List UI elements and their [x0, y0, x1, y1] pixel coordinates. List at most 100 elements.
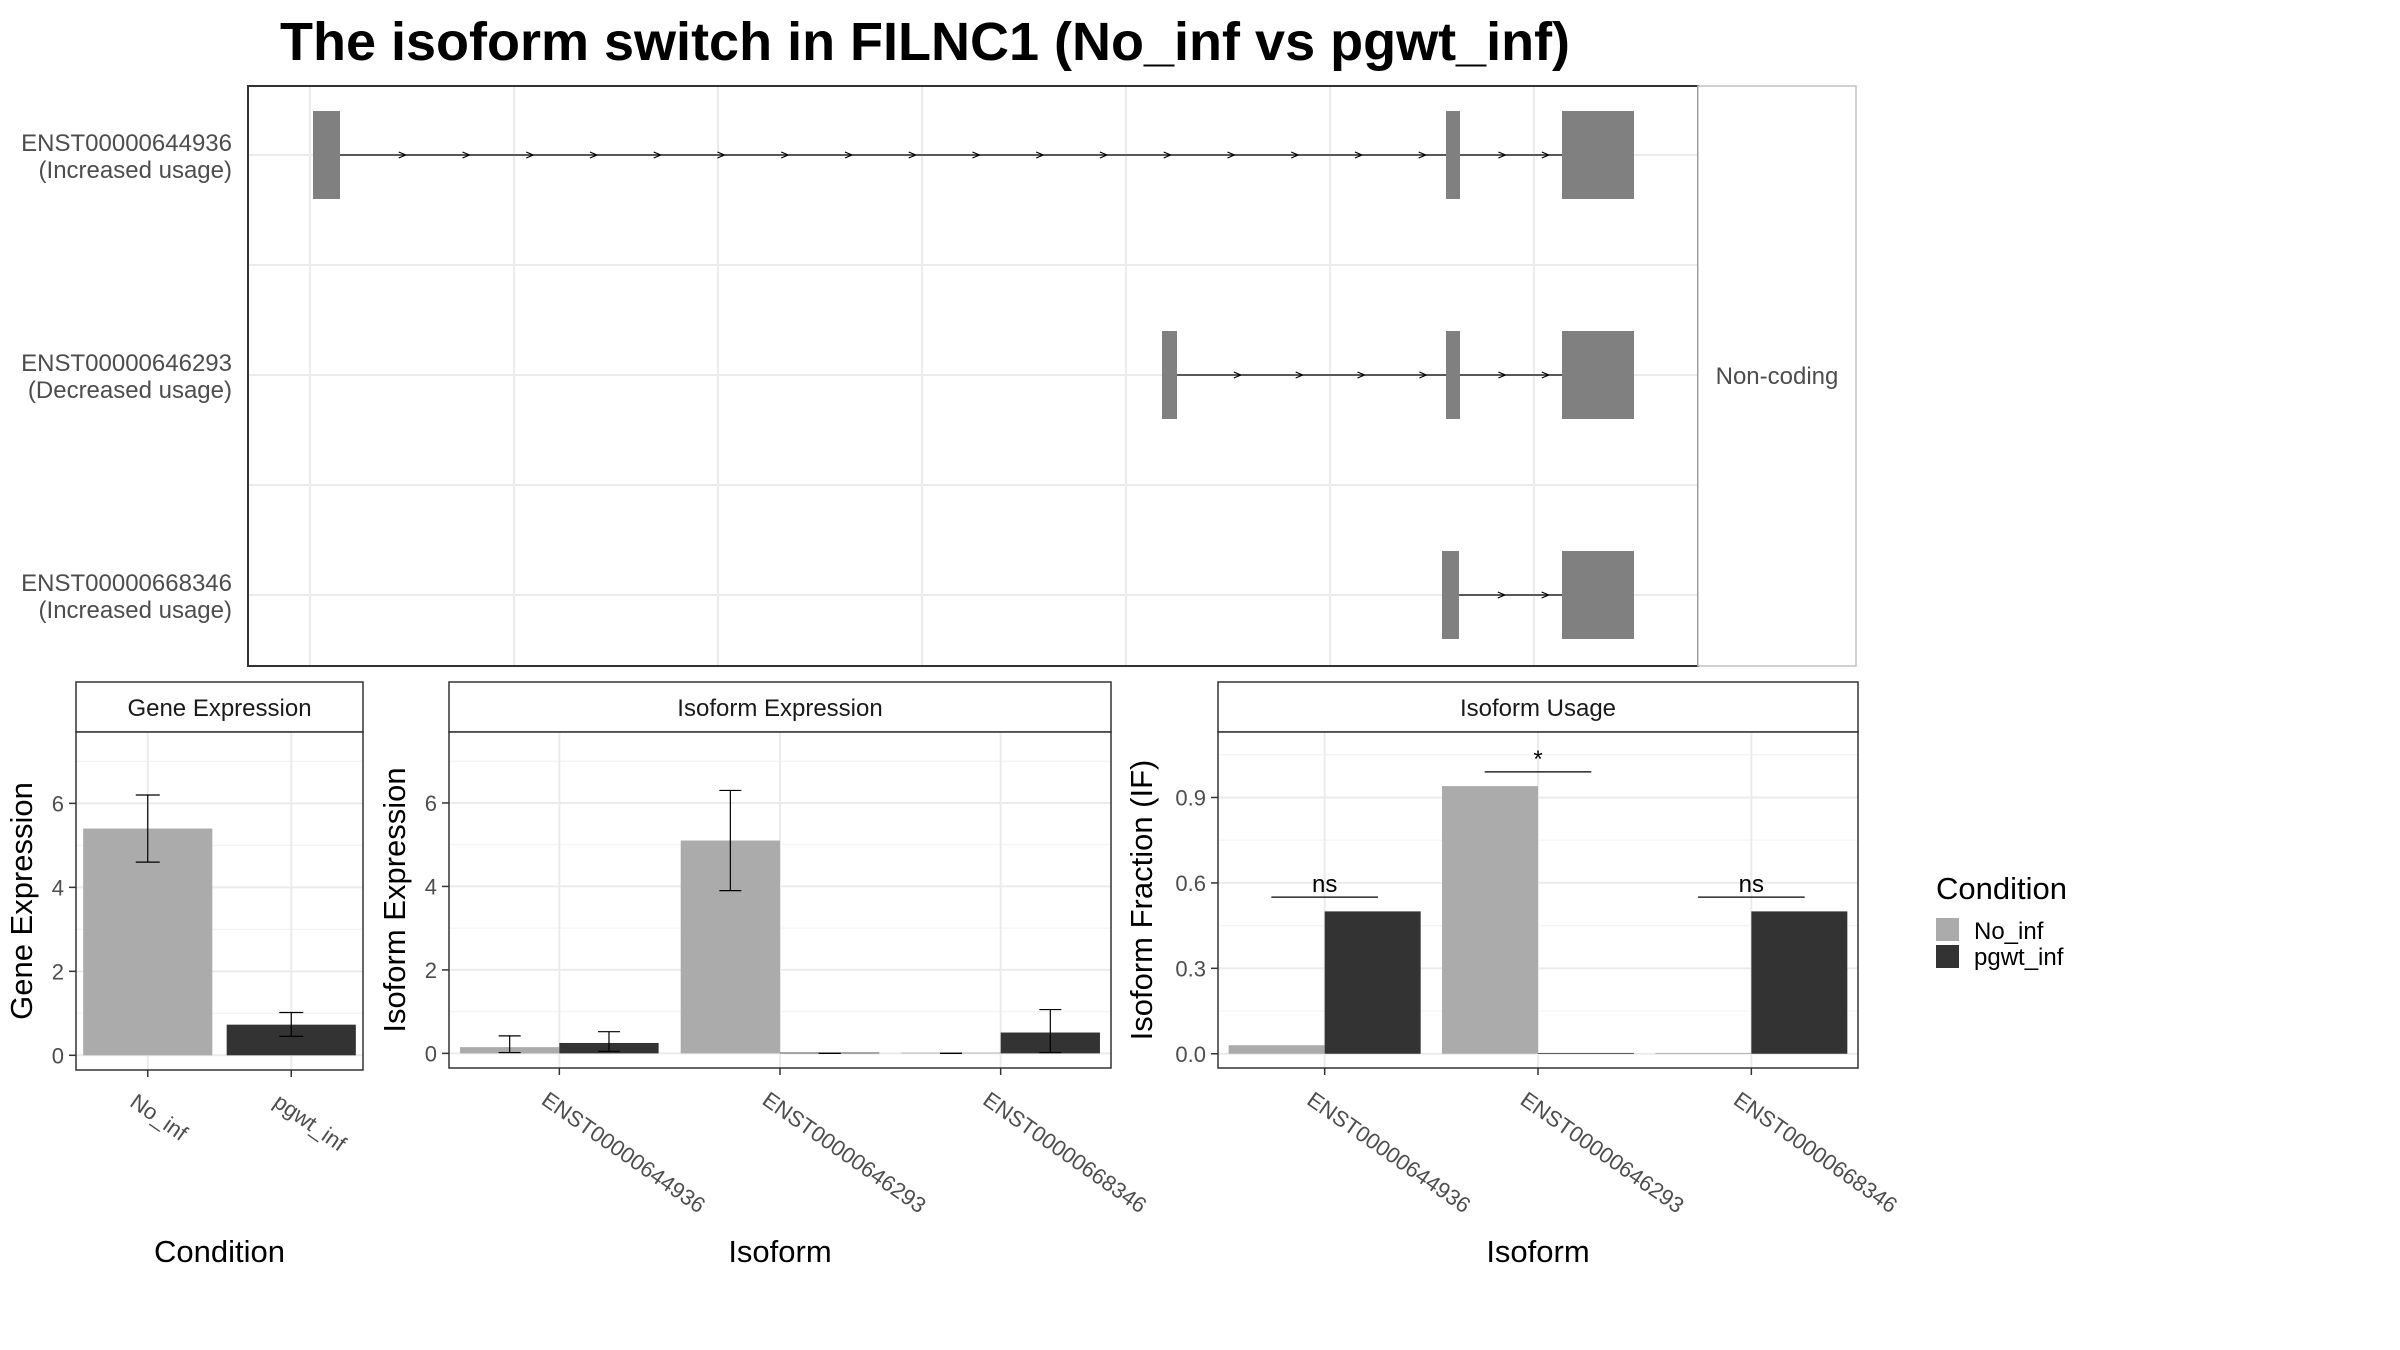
- bar-pgwt_inf-ENST00000646293: [1538, 1052, 1634, 1054]
- legend-swatch-no-inf: [1936, 918, 1959, 941]
- y-tick-label: 4: [52, 875, 64, 900]
- intron-arrow: [1418, 151, 1428, 159]
- exon-block: [1446, 331, 1460, 419]
- intron-arrow: [780, 151, 790, 159]
- intron-arrow: [1541, 591, 1551, 599]
- transcript-structure-panel: Non-coding ENST00000644936(Increased usa…: [21, 85, 1857, 667]
- bars: [83, 794, 356, 1056]
- legend: Condition No_inf pgwt_inf: [1936, 871, 2067, 971]
- intron-arrow: [1163, 151, 1173, 159]
- transcript-usage-label: (Decreased usage): [28, 377, 232, 404]
- intron-arrow: [1498, 371, 1507, 379]
- intron-arrow: [653, 151, 663, 159]
- x-tick-label: No_inf: [126, 1089, 193, 1146]
- y-tick-label: 0: [52, 1043, 64, 1068]
- error-bar: [135, 794, 160, 863]
- transcript-model-ENST00000644936: [313, 111, 1634, 199]
- intron-arrow: [589, 151, 599, 159]
- intron-arrow: [1227, 151, 1236, 159]
- intron-arrow: [717, 151, 727, 159]
- error-bar: [597, 1031, 620, 1052]
- intron-arrow: [462, 151, 472, 159]
- intron-arrow: [1357, 371, 1367, 379]
- x-axis-title: Isoform: [1486, 1234, 1589, 1269]
- x-axis-title: Condition: [154, 1234, 285, 1269]
- significance-label: ns: [1312, 871, 1337, 898]
- y-tick-label: 0.3: [1175, 956, 1206, 981]
- y-tick-label: 0: [425, 1041, 437, 1066]
- intron-arrow: [1290, 151, 1300, 159]
- y-axis-title: Gene Expression: [4, 782, 39, 1020]
- transcript-id-label: ENST00000646293: [21, 350, 232, 377]
- legend-title: Condition: [1936, 871, 2067, 906]
- bars: [460, 789, 1100, 1054]
- y-tick-label: 0.9: [1175, 785, 1206, 810]
- intron-arrow: [1541, 371, 1551, 379]
- exon-block: [1162, 331, 1177, 419]
- x-tick-label: ENST00000668346: [979, 1087, 1152, 1218]
- x-tick-label: pgwt_inf: [269, 1089, 351, 1157]
- bar-No_inf-ENST00000644936: [1228, 1045, 1325, 1054]
- bar-pgwt_inf-ENST00000644936: [1324, 911, 1421, 1054]
- intron-arrow: [398, 151, 408, 159]
- intron-arrow: [844, 151, 854, 159]
- error-bar: [279, 1011, 304, 1038]
- intron-arrow: [1295, 371, 1305, 379]
- legend-swatch-pgwt-inf: [1936, 945, 1959, 968]
- x-tick-label: ENST00000646293: [1516, 1087, 1689, 1218]
- x-tick-label: ENST00000668346: [1729, 1087, 1902, 1218]
- transcript-id-label: ENST00000644936: [21, 130, 232, 157]
- intron-arrow: [1497, 591, 1507, 599]
- y-tick-label: 2: [52, 959, 64, 984]
- coding-label: Non-coding: [1716, 363, 1839, 390]
- plot-border: [75, 731, 364, 1071]
- significance-marker: *: [1484, 746, 1592, 773]
- exon-block: [1562, 111, 1634, 199]
- y-tick-label: 2: [425, 958, 437, 983]
- panel-strip-title: Isoform Expression: [677, 695, 882, 722]
- y-tick-label: 0.6: [1175, 871, 1206, 896]
- x-tick-label: ENST00000646293: [758, 1087, 931, 1218]
- strip-header: [1217, 681, 1859, 733]
- coding-strip-border: [1697, 85, 1857, 667]
- transcript-id-label: ENST00000668346: [21, 570, 232, 597]
- gene-expression-panel: Gene Expression 0 2 4 6 No_inf pgwt_inf Gene Ex…: [4, 681, 364, 1269]
- significance-marker: ns: [1698, 871, 1805, 898]
- bars: [1228, 786, 1848, 1054]
- y-tick-label: 6: [52, 791, 64, 816]
- intron-arrow: [1233, 371, 1243, 379]
- significance-marker: ns: [1271, 871, 1378, 898]
- x-tick-label: ENST00000644936: [1303, 1087, 1476, 1218]
- exon-block: [1442, 551, 1459, 639]
- panel-strip-title: Gene Expression: [127, 695, 311, 722]
- panel-strip-title: Isoform Usage: [1460, 695, 1616, 722]
- figure-title: The isoform switch in FILNC1 (No_inf vs …: [280, 12, 1570, 72]
- bar-No_inf: [83, 828, 213, 1056]
- transcript-model-ENST00000668346: [1442, 551, 1634, 639]
- y-tick-label: 0.0: [1175, 1042, 1206, 1067]
- exon-block: [1562, 331, 1634, 419]
- transcript-model-ENST00000646293: [1162, 331, 1634, 419]
- intron-arrow: [972, 151, 981, 159]
- bar-No_inf-ENST00000646293: [1442, 786, 1538, 1054]
- legend-label-pgwt-inf: pgwt_inf: [1974, 944, 2064, 971]
- intron-arrow: [1541, 151, 1551, 159]
- exon-block: [1562, 551, 1634, 639]
- isoform-usage-panel: Isoform Usage ns * ns 0.0 0.3 0.6 0.9 ENST000006…: [1124, 681, 1902, 1269]
- exon-block: [1446, 111, 1460, 199]
- error-bar: [719, 789, 742, 892]
- transcript-usage-label: (Increased usage): [39, 157, 232, 184]
- strip-header: [75, 681, 364, 733]
- intron-arrow: [1099, 151, 1109, 159]
- intron-arrow: [1419, 371, 1428, 379]
- y-tick-label: 6: [425, 791, 437, 816]
- intron-arrow: [1354, 151, 1364, 159]
- intron-arrow: [1498, 151, 1507, 159]
- x-tick-label: ENST00000644936: [537, 1087, 710, 1218]
- error-bar: [498, 1035, 521, 1054]
- significance-label: ns: [1739, 871, 1764, 898]
- y-tick-label: 4: [425, 874, 437, 899]
- strip-header: [448, 681, 1112, 733]
- legend-label-no-inf: No_inf: [1974, 918, 2044, 945]
